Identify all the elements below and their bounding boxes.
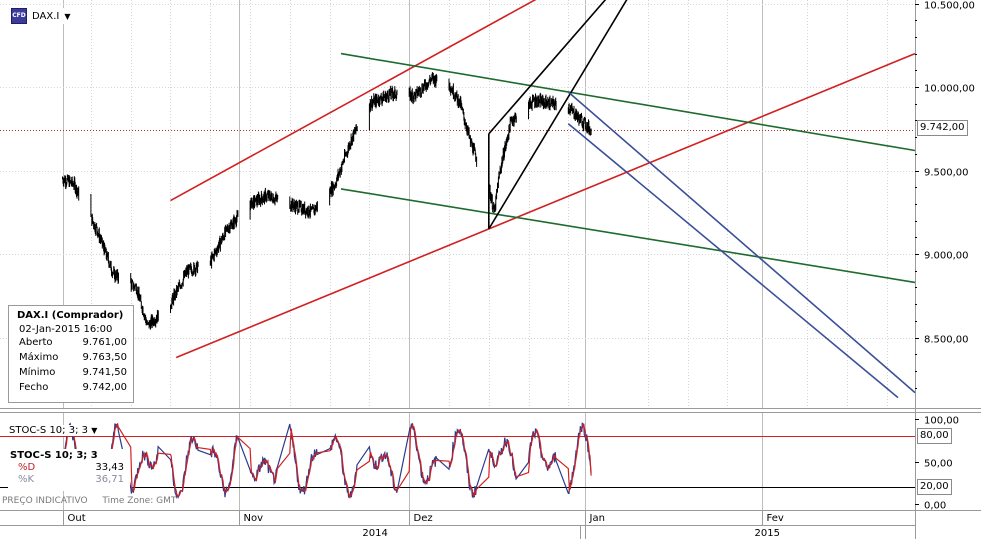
osc-tick-label: 0,00 — [924, 501, 946, 512]
footer-info: PREÇO INDICATIVO Time Zone: GMT — [2, 496, 188, 506]
ohlc-value: 9.742,00 — [82, 382, 127, 393]
stochastic-d-row: %D 33,43 — [8, 461, 130, 473]
ohlc-row-close: Fecho 9.742,00 — [9, 380, 133, 395]
stoch-d-line — [62, 423, 592, 499]
stochastic-d-label: %D — [18, 462, 36, 473]
timezone-label: Time Zone: GMT — [102, 496, 177, 506]
cfd-icon: CFD — [11, 8, 27, 24]
trendline-black — [488, 0, 628, 230]
month-label: Nov — [244, 513, 264, 524]
osc-tick-label: 50,00 — [924, 459, 953, 470]
month-label: Fev — [767, 513, 784, 524]
stoch-lower-tag: 20,00 — [917, 479, 952, 495]
symbol-name: DAX.I — [32, 10, 60, 22]
price-tick-label: 10.500,00 — [924, 1, 975, 12]
trendline-blue — [567, 123, 899, 399]
symbol-selector[interactable]: CFD DAX.I ▼ — [9, 8, 73, 24]
osc-tick-label: 100,00 — [924, 416, 959, 427]
ohlc-row-high: Máximo 9.763,50 — [9, 350, 133, 365]
price-tick-label: 8.500,00 — [924, 335, 969, 346]
stochastic-k-row: %K 36,71 — [8, 473, 130, 485]
ohlc-label: Máximo — [19, 352, 59, 363]
trendline-green — [340, 52, 916, 152]
stochastic-k-label: %K — [18, 474, 35, 485]
price-tick-label: 9.500,00 — [924, 168, 969, 179]
chevron-down-icon[interactable]: ▼ — [91, 426, 98, 435]
trendline-red — [170, 0, 537, 202]
year-label: 2014 — [362, 528, 387, 539]
stochastic-info-panel: STOC-S 10; 3; 3 %D 33,43 %K 36,71 — [8, 449, 130, 491]
trendline-green — [340, 188, 916, 284]
stochastic-k-value: 36,71 — [95, 474, 124, 485]
price-tick-label: 10.000,00 — [924, 84, 975, 95]
stochastic-d-value: 33,43 — [95, 462, 124, 473]
trendline-blue — [567, 91, 916, 394]
trendline-black — [488, 0, 607, 135]
ohlc-label: Aberto — [19, 337, 53, 348]
current-price-tag: 9.742,00 — [917, 120, 968, 136]
month-label: Jan — [589, 513, 605, 524]
month-label: Out — [68, 513, 86, 524]
price-series — [62, 72, 592, 330]
ohlc-row-open: Aberto 9.761,00 — [9, 335, 133, 350]
ohlc-label: Fecho — [19, 382, 49, 393]
ohlc-value: 9.763,50 — [82, 352, 127, 363]
trendline-red — [175, 52, 916, 359]
stochastic-selector[interactable]: STOC-S 10; 3; 3 ▼ — [9, 425, 98, 436]
ohlc-value: 9.741,50 — [82, 367, 127, 378]
month-label: Dez — [414, 513, 433, 524]
ohlc-datetime: 02-Jan-2015 16:00 — [19, 324, 113, 335]
ohlc-row-low: Mínimo 9.741,50 — [9, 365, 133, 380]
price-mode-label: PREÇO INDICATIVO — [2, 496, 88, 506]
stoch-upper-tag: 80,00 — [917, 428, 952, 444]
ohlc-value: 9.761,00 — [82, 337, 127, 348]
ohlc-label: Mínimo — [19, 367, 56, 378]
price-tick-label: 9.000,00 — [924, 251, 969, 262]
ohlc-info-panel: DAX.I (Comprador) 02-Jan-2015 16:00 Aber… — [8, 305, 134, 403]
year-label: 2015 — [755, 528, 780, 539]
ohlc-title: DAX.I (Comprador) — [17, 310, 124, 321]
chevron-down-icon[interactable]: ▼ — [64, 11, 71, 21]
stochastic-label: STOC-S 10; 3; 3 — [9, 425, 88, 436]
stochastic-title: STOC-S 10; 3; 3 — [10, 450, 98, 461]
